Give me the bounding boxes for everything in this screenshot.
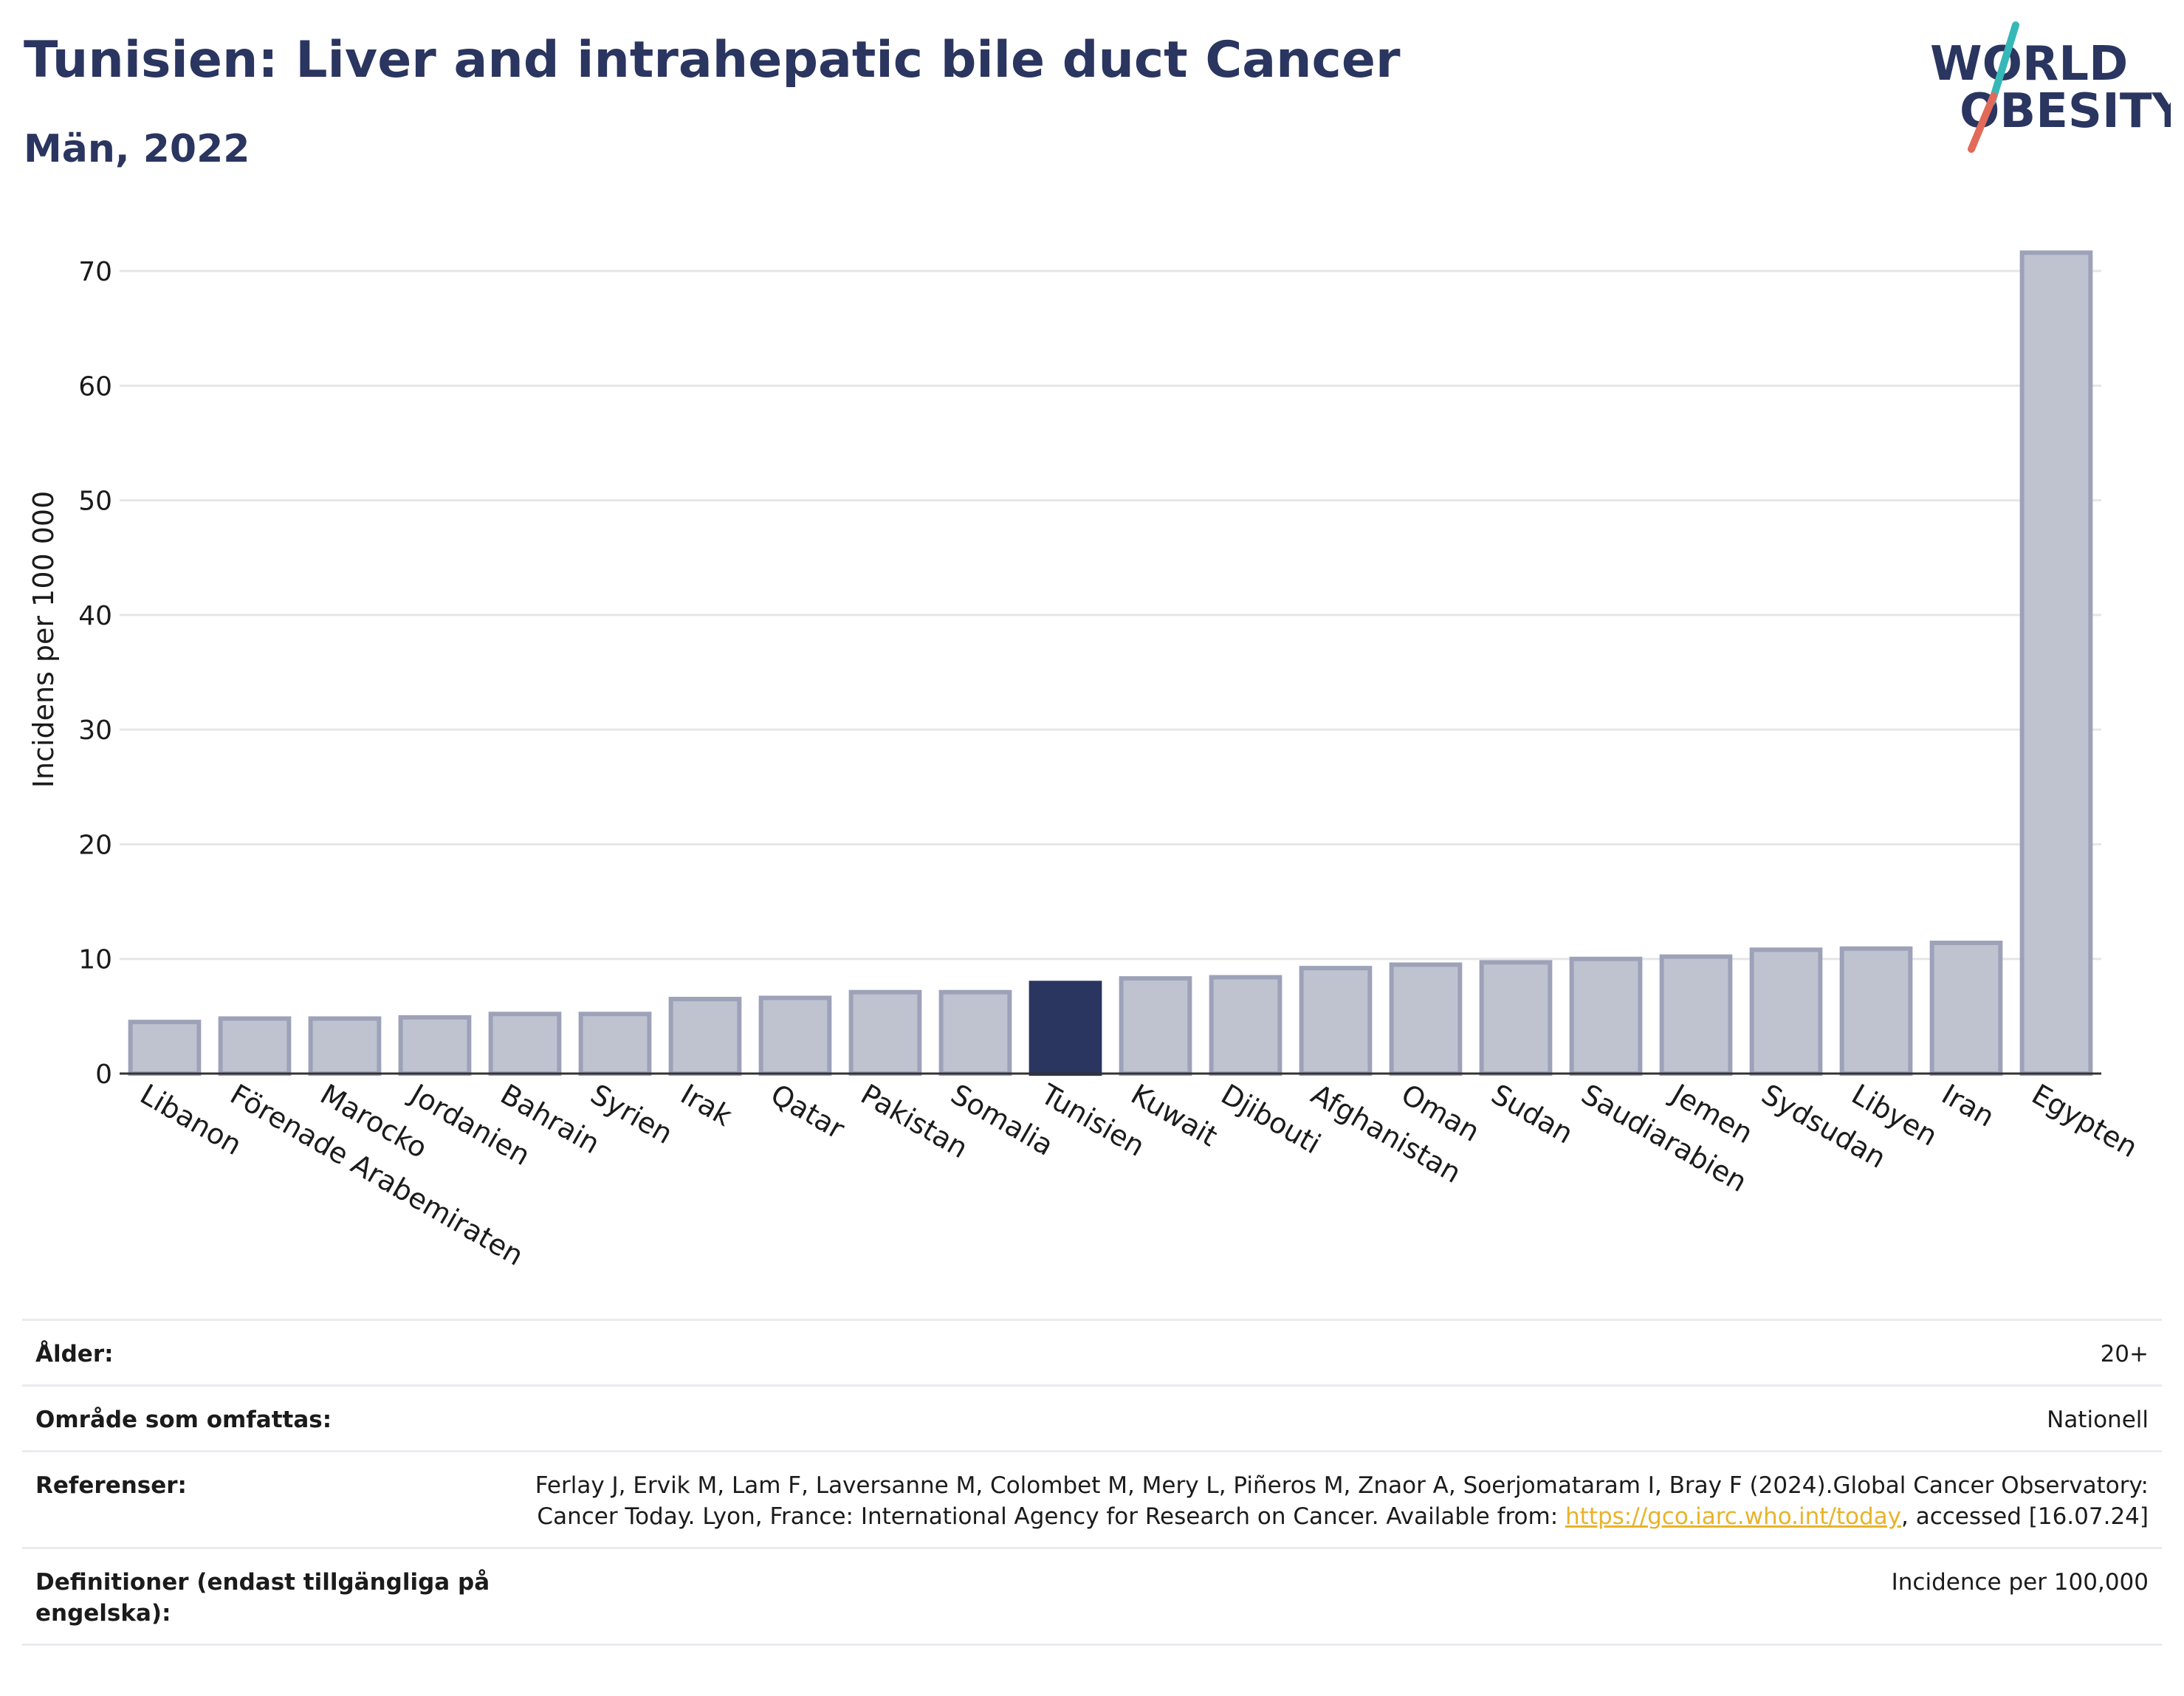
bar-jemen: [1659, 954, 1733, 1077]
logo-slash-teal: [1988, 21, 2019, 106]
definitions-value: Incidence per 100,000: [1891, 1569, 2149, 1596]
meta-row-coverage: Område som omfattas: Nationell: [22, 1384, 2162, 1450]
bar-saudiarabien: [1569, 956, 1643, 1076]
references-value: Ferlay J, Ervik M, Lam F, Laversanne M, …: [508, 1470, 2149, 1532]
gridlines: [120, 269, 2101, 961]
bar-oman: [1389, 962, 1463, 1076]
chart-title: Tunisien: Liver and intrahepatic bile du…: [24, 31, 1401, 89]
bar-pakistan: [848, 989, 922, 1077]
x-tick-label: Egypten: [2027, 1078, 2143, 1164]
references-text: Ferlay J, Ervik M, Lam F, Laversanne M, …: [535, 1472, 2149, 1530]
chart-subtitle: Män, 2022: [24, 127, 250, 171]
bars: [128, 250, 2093, 1077]
bar-djibouti: [1209, 975, 1282, 1076]
y-tick-label: 50: [78, 487, 112, 517]
x-tick-label: Djibouti: [1216, 1078, 1327, 1161]
bar-libanon: [128, 1020, 202, 1076]
y-tick-label: 40: [78, 601, 112, 631]
age-value: 20+: [2100, 1341, 2149, 1367]
y-tick-label: 60: [78, 371, 112, 402]
coverage-value: Nationell: [2047, 1407, 2149, 1433]
bar-bahrain: [488, 1012, 562, 1077]
bar-förenade-arabemiraten: [218, 1016, 292, 1077]
x-tick-label: Iran: [1937, 1078, 2000, 1133]
y-axis-label: Incidens per 100 000: [27, 491, 60, 789]
bar-egypten: [2019, 250, 2093, 1077]
metadata-table: Ålder: 20+ Område som omfattas: Nationel…: [22, 1319, 2162, 1646]
y-tick-label: 20: [78, 830, 112, 860]
meta-row-definitions: Definitioner (endast tillgängliga på eng…: [22, 1547, 2162, 1646]
definitions-label: Definitioner (endast tillgängliga på eng…: [35, 1569, 490, 1627]
y-tick-label: 30: [78, 715, 112, 746]
bar-tunisien: [1029, 981, 1102, 1077]
logo-line-1: WORLD: [1930, 37, 2128, 92]
y-tick-label: 0: [95, 1060, 112, 1090]
age-label: Ålder:: [35, 1341, 114, 1367]
references-accessed: , accessed [16.07.24]: [1900, 1503, 2149, 1530]
y-tick-labels: 0 10 20 30 40 50 60 70: [78, 257, 112, 1090]
bar-kuwait: [1119, 976, 1192, 1076]
bar-syrien: [578, 1012, 652, 1077]
x-tick-label: Libanon: [135, 1078, 247, 1161]
meta-row-age: Ålder: 20+: [22, 1319, 2162, 1384]
x-tick-label: Sudan: [1486, 1078, 1579, 1150]
bar-irak: [668, 997, 742, 1077]
bar-sudan: [1479, 960, 1553, 1077]
x-tick-label: Irak: [676, 1078, 738, 1133]
x-tick-label: Tunisien: [1035, 1077, 1150, 1163]
y-tick-label: 10: [78, 945, 112, 975]
x-tick-label: Qatar: [766, 1078, 851, 1146]
bar-somalia: [938, 989, 1012, 1077]
bar-sydsudan: [1749, 947, 1823, 1077]
y-tick-label: 70: [78, 257, 112, 287]
logo-slash-coral: [1968, 92, 1997, 153]
meta-row-references: Referenser: Ferlay J, Ervik M, Lam F, La…: [22, 1450, 2162, 1547]
bar-qatar: [758, 995, 832, 1077]
references-label: Referenser:: [35, 1472, 187, 1499]
references-link[interactable]: https://gco.iarc.who.int/today: [1565, 1503, 1901, 1530]
bar-afghanistan: [1299, 966, 1373, 1076]
coverage-label: Område som omfattas:: [35, 1407, 332, 1433]
bar-marocko: [308, 1016, 382, 1077]
bar-libyen: [1839, 946, 1913, 1076]
bar-jordanien: [398, 1014, 472, 1077]
world-obesity-logo: WORLD OBESITY: [1930, 21, 2171, 153]
bar-iran: [1929, 940, 2003, 1076]
